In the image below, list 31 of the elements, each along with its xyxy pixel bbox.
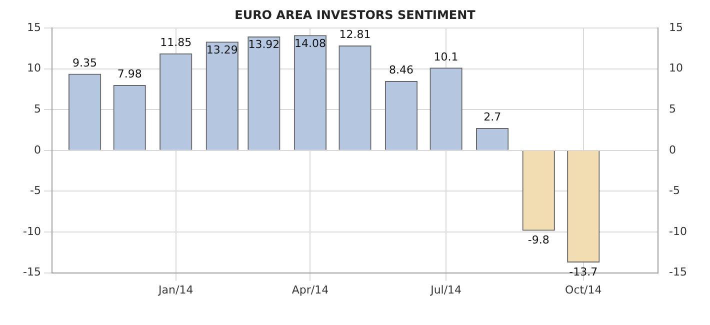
x-tick-label: Apr/14	[292, 283, 329, 296]
y2-tick-label: -15	[669, 266, 687, 279]
data-label: 14.08	[294, 36, 326, 50]
y2-tick-label: 10	[669, 62, 684, 75]
data-label: 2.7	[484, 110, 502, 124]
x-tick-label: Oct/14	[565, 283, 602, 296]
y-tick-label: 10	[26, 62, 41, 75]
data-label: -9.8	[528, 234, 550, 247]
y2-tick-label: -5	[669, 184, 680, 198]
y2-tick-label: 5	[669, 102, 676, 116]
data-label: 11.85	[160, 36, 192, 50]
y2-tick-label: -10	[669, 224, 687, 238]
y2-tick-label: 15	[669, 20, 684, 34]
x-tick-label: Jul/14	[430, 283, 462, 296]
data-label: 8.46	[389, 64, 414, 77]
data-label: 12.81	[339, 28, 371, 42]
y-tick-label: 5	[34, 102, 41, 116]
x-tick-label: Jan/14	[158, 283, 194, 296]
y-tick-label: -15	[23, 266, 41, 279]
data-label: 10.1	[434, 50, 458, 64]
y2-tick-label: 0	[669, 143, 676, 156]
data-label: 7.98	[117, 68, 142, 81]
data-label: 13.92	[248, 38, 280, 52]
y-tick-label: -10	[23, 224, 41, 238]
data-label: 13.29	[206, 43, 238, 56]
data-label: -13.7	[569, 266, 598, 279]
y-tick-label: 15	[26, 20, 41, 34]
y-tick-label: -5	[30, 184, 41, 198]
chart-title: EURO AREA INVESTORS SENTIMENT	[234, 8, 476, 22]
data-label: 9.35	[72, 56, 98, 70]
y-tick-label: 0	[34, 143, 41, 156]
